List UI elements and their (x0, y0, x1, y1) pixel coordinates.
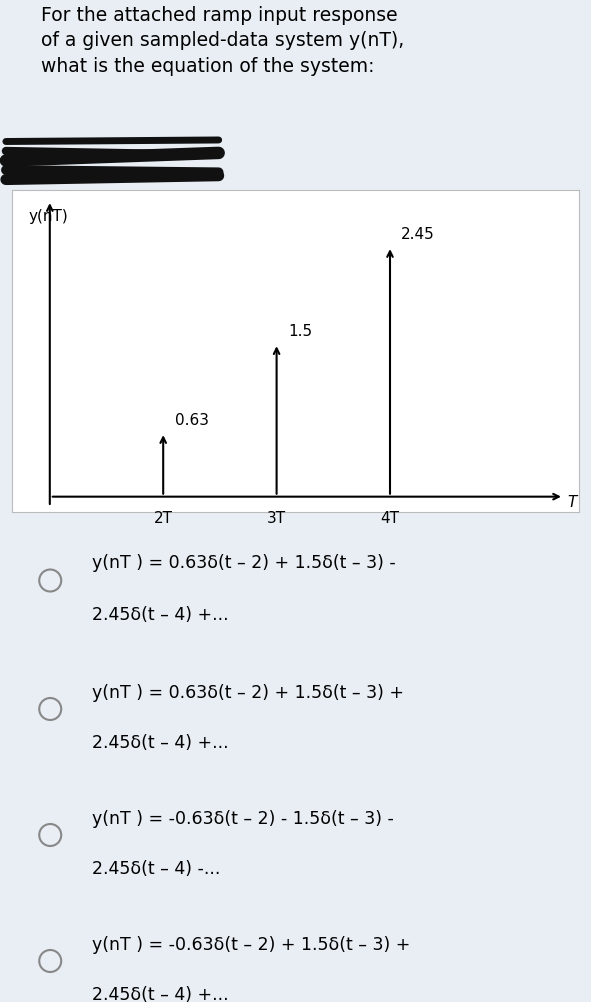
Text: For the attached ramp input response
of a given sampled-data system y(nT),
what : For the attached ramp input response of … (41, 6, 405, 76)
Text: y(nT ) = 0.63δ(t – 2) + 1.5δ(t – 3) -: y(nT ) = 0.63δ(t – 2) + 1.5δ(t – 3) - (92, 554, 395, 572)
Text: 4T: 4T (381, 510, 400, 525)
Text: y(nT): y(nT) (28, 209, 69, 224)
Text: 3T: 3T (267, 510, 286, 525)
Text: 2.45δ(t – 4) -...: 2.45δ(t – 4) -... (92, 859, 220, 877)
Text: 2.45δ(t – 4) +...: 2.45δ(t – 4) +... (92, 732, 228, 750)
Text: 2T: 2T (154, 510, 173, 525)
Text: 2.45δ(t – 4) +...: 2.45δ(t – 4) +... (92, 985, 228, 1002)
Text: T: T (568, 495, 577, 510)
Text: 1.5: 1.5 (288, 324, 312, 339)
Text: y(nT ) = 0.63δ(t – 2) + 1.5δ(t – 3) +: y(nT ) = 0.63δ(t – 2) + 1.5δ(t – 3) + (92, 683, 404, 701)
Text: y(nT ) = -0.63δ(t – 2) + 1.5δ(t – 3) +: y(nT ) = -0.63δ(t – 2) + 1.5δ(t – 3) + (92, 935, 410, 953)
Text: 2.45δ(t – 4) +...: 2.45δ(t – 4) +... (92, 605, 228, 623)
Text: y(nT ) = -0.63δ(t – 2) - 1.5δ(t – 3) -: y(nT ) = -0.63δ(t – 2) - 1.5δ(t – 3) - (92, 810, 394, 828)
Text: 0.63: 0.63 (174, 413, 209, 428)
Text: 2.45: 2.45 (401, 226, 435, 241)
